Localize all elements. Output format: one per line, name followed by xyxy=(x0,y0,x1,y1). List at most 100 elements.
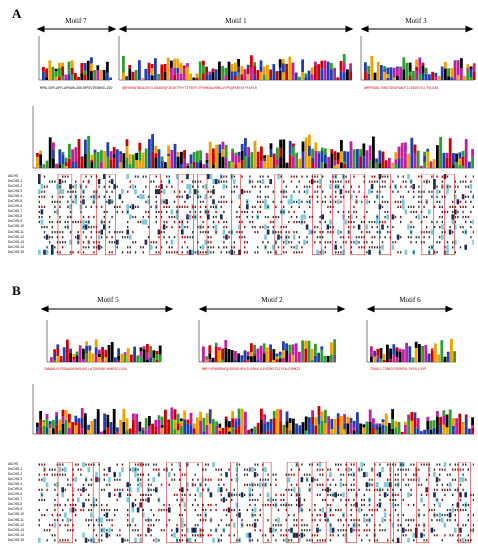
alignment-cell xyxy=(186,482,189,488)
alignment-residue xyxy=(298,190,300,193)
alignment-residue xyxy=(197,251,199,254)
alignment-residue xyxy=(296,524,298,527)
alignment-residue xyxy=(413,226,415,229)
alignment-residue xyxy=(176,498,178,502)
alignment-cell xyxy=(407,174,410,180)
alignment-cell xyxy=(136,487,140,493)
alignment-residue xyxy=(108,185,111,188)
alignment-residue xyxy=(470,236,472,239)
logo-letter xyxy=(392,344,396,355)
alignment-residue xyxy=(155,241,157,244)
alignment-residue xyxy=(428,180,430,183)
alignment-residue xyxy=(436,488,438,491)
alignment-residue xyxy=(283,226,285,229)
alignment-residue xyxy=(129,185,131,188)
alignment-cell xyxy=(188,189,192,195)
alignment-residue xyxy=(106,200,108,203)
alignment-cell xyxy=(43,249,46,255)
alignment-cell xyxy=(191,527,194,533)
logo-letter xyxy=(96,65,100,71)
logo-letter xyxy=(138,142,142,151)
alignment-residue xyxy=(129,180,131,183)
logo-letter xyxy=(472,71,476,80)
logo-letter xyxy=(224,339,228,348)
logo-letter xyxy=(340,151,343,163)
logo-letter xyxy=(384,425,388,434)
logo-letter xyxy=(146,359,149,362)
alignment-residue xyxy=(267,215,269,219)
alignment-residue xyxy=(280,175,282,178)
alignment-cell xyxy=(194,527,197,533)
alignment-residue xyxy=(366,210,368,214)
alignment-residue xyxy=(147,473,150,476)
alignment-residue xyxy=(233,493,235,496)
alignment-residue xyxy=(116,210,118,214)
alignment-residue xyxy=(472,205,474,208)
alignment-residue xyxy=(67,498,69,502)
alignment-residue xyxy=(215,529,217,532)
alignment-residue xyxy=(199,251,202,254)
alignment-residue xyxy=(192,205,194,208)
logo-letter xyxy=(192,152,196,162)
logo-letter xyxy=(246,351,250,357)
logo-letter xyxy=(330,149,334,154)
alignment-cell xyxy=(201,477,205,483)
alignment-residue xyxy=(426,478,428,481)
alignment-residue xyxy=(134,215,137,219)
alignment-cell xyxy=(318,462,322,468)
alignment-cell xyxy=(451,507,454,513)
logo-letter xyxy=(183,150,186,159)
alignment-residue xyxy=(446,175,449,178)
alignment-cell xyxy=(196,487,200,493)
logo-letter xyxy=(173,58,176,68)
alignment-residue xyxy=(147,195,150,198)
alignment-residue xyxy=(241,519,243,522)
logo-letter xyxy=(272,426,276,434)
alignment-residue xyxy=(137,468,139,471)
logo-letter xyxy=(146,344,149,353)
alignment-residue xyxy=(257,483,259,486)
alignment-residue xyxy=(400,468,402,471)
logo-letter xyxy=(68,158,71,168)
alignment-cell xyxy=(435,189,439,195)
alignment-cell xyxy=(386,482,389,488)
logo-letter xyxy=(186,423,190,434)
logo-letter xyxy=(96,409,100,434)
alignment-residue xyxy=(267,226,269,229)
logo-letter xyxy=(227,68,231,80)
alignment-residue xyxy=(168,236,170,239)
alignment-residue xyxy=(314,519,316,522)
logo-letter xyxy=(186,163,190,166)
logo-letter xyxy=(414,355,418,362)
alignment-residue xyxy=(368,539,371,542)
alignment-residue xyxy=(228,231,230,234)
sequence-name: DoCHS-1 xyxy=(8,179,23,184)
logo-letter xyxy=(230,350,234,362)
alignment-residue xyxy=(462,503,464,507)
alignment-residue xyxy=(199,534,202,537)
alignment-residue xyxy=(69,195,72,198)
alignment-residue xyxy=(111,180,113,183)
alignment-cell xyxy=(194,189,197,195)
alignment-residue xyxy=(418,195,420,198)
alignment-residue xyxy=(348,190,350,193)
logo-letter xyxy=(158,354,162,362)
logo-letter xyxy=(402,69,406,80)
alignment-cell xyxy=(134,537,137,543)
logo-letter xyxy=(275,356,279,360)
alignment-residue xyxy=(470,529,472,532)
alignment-residue xyxy=(101,488,103,491)
alignment-residue xyxy=(319,241,321,244)
logo-letter xyxy=(436,410,439,417)
logo-letter xyxy=(282,350,285,359)
alignment-residue xyxy=(160,210,163,214)
alignment-residue xyxy=(98,241,100,244)
alignment-residue xyxy=(51,236,53,239)
logo-letter xyxy=(230,63,234,72)
alignment-residue xyxy=(329,226,332,229)
alignment-cell xyxy=(368,189,371,195)
alignment-residue xyxy=(324,498,326,502)
alignment-residue xyxy=(225,226,228,229)
logo-letter xyxy=(90,162,94,168)
alignment-residue xyxy=(220,539,222,542)
